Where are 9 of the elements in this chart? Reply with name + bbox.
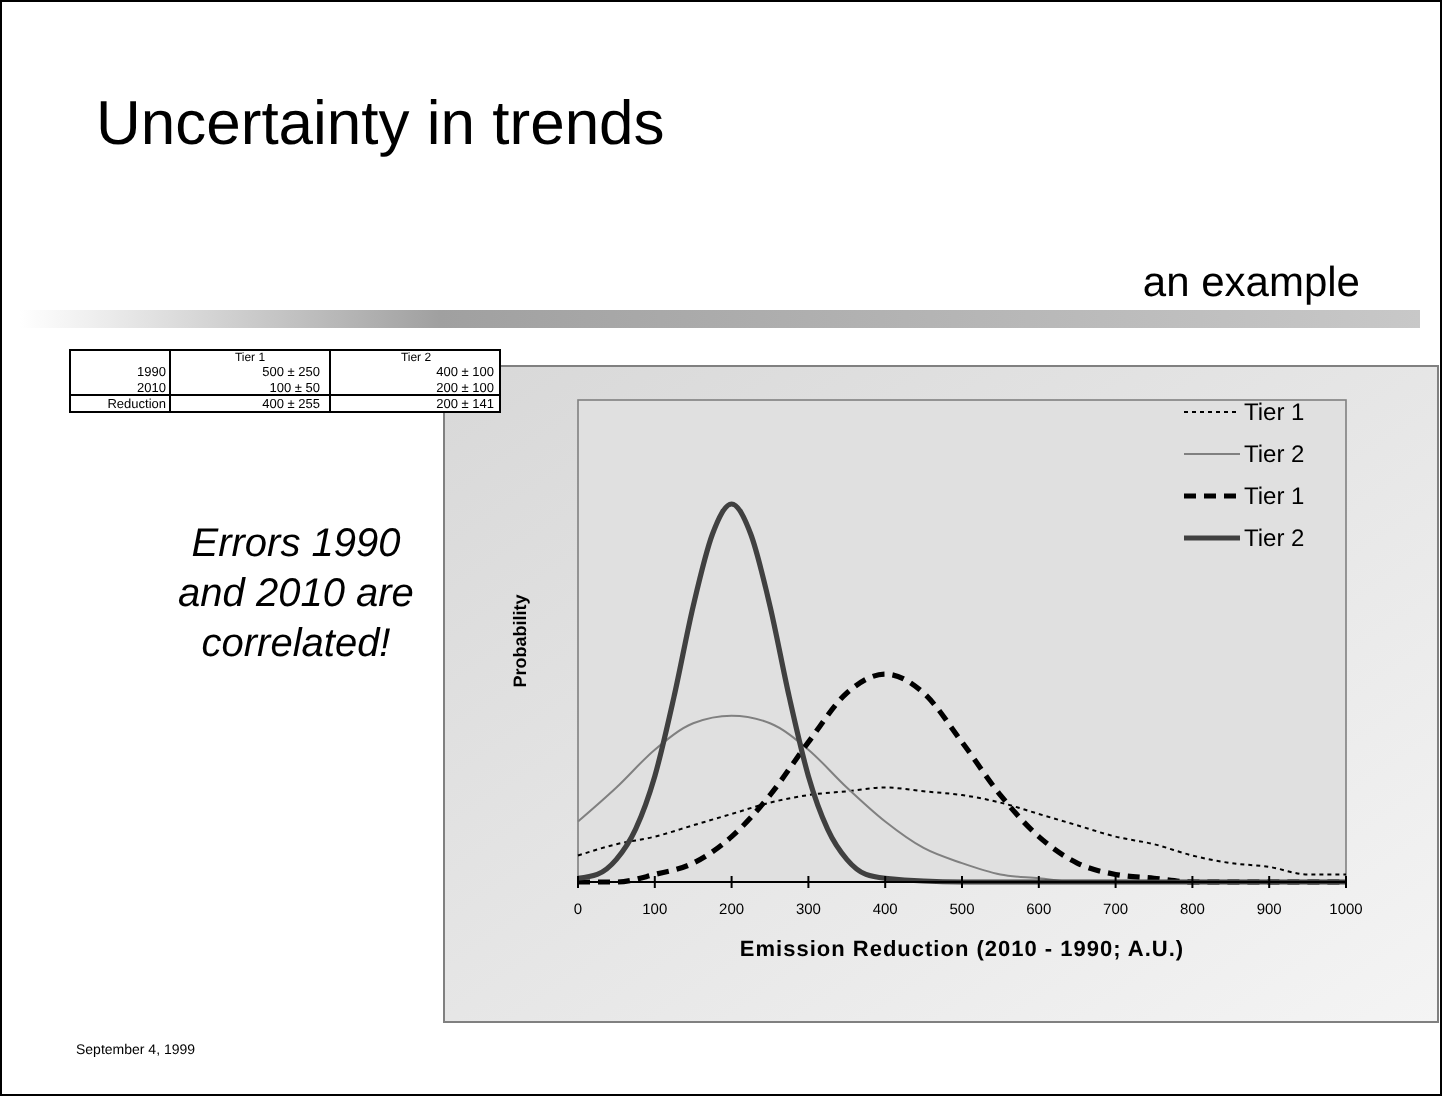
legend-label: Tier 2 bbox=[1244, 524, 1306, 552]
legend-label: Tier 2 bbox=[1244, 440, 1306, 468]
y-axis-title: Probability bbox=[510, 594, 530, 688]
legend-label: Tier 1 bbox=[1244, 482, 1306, 510]
x-axis-title: Emission Reduction (2010 - 1990; A.U.) bbox=[739, 938, 1185, 962]
legend-label: Tier 1 bbox=[1244, 398, 1306, 426]
chart-subtitle: an example bbox=[1142, 260, 1360, 306]
chart-title: Uncertainty in trends bbox=[96, 88, 665, 158]
text: Errors 1990 and 2010 are correlated! bbox=[178, 522, 414, 666]
